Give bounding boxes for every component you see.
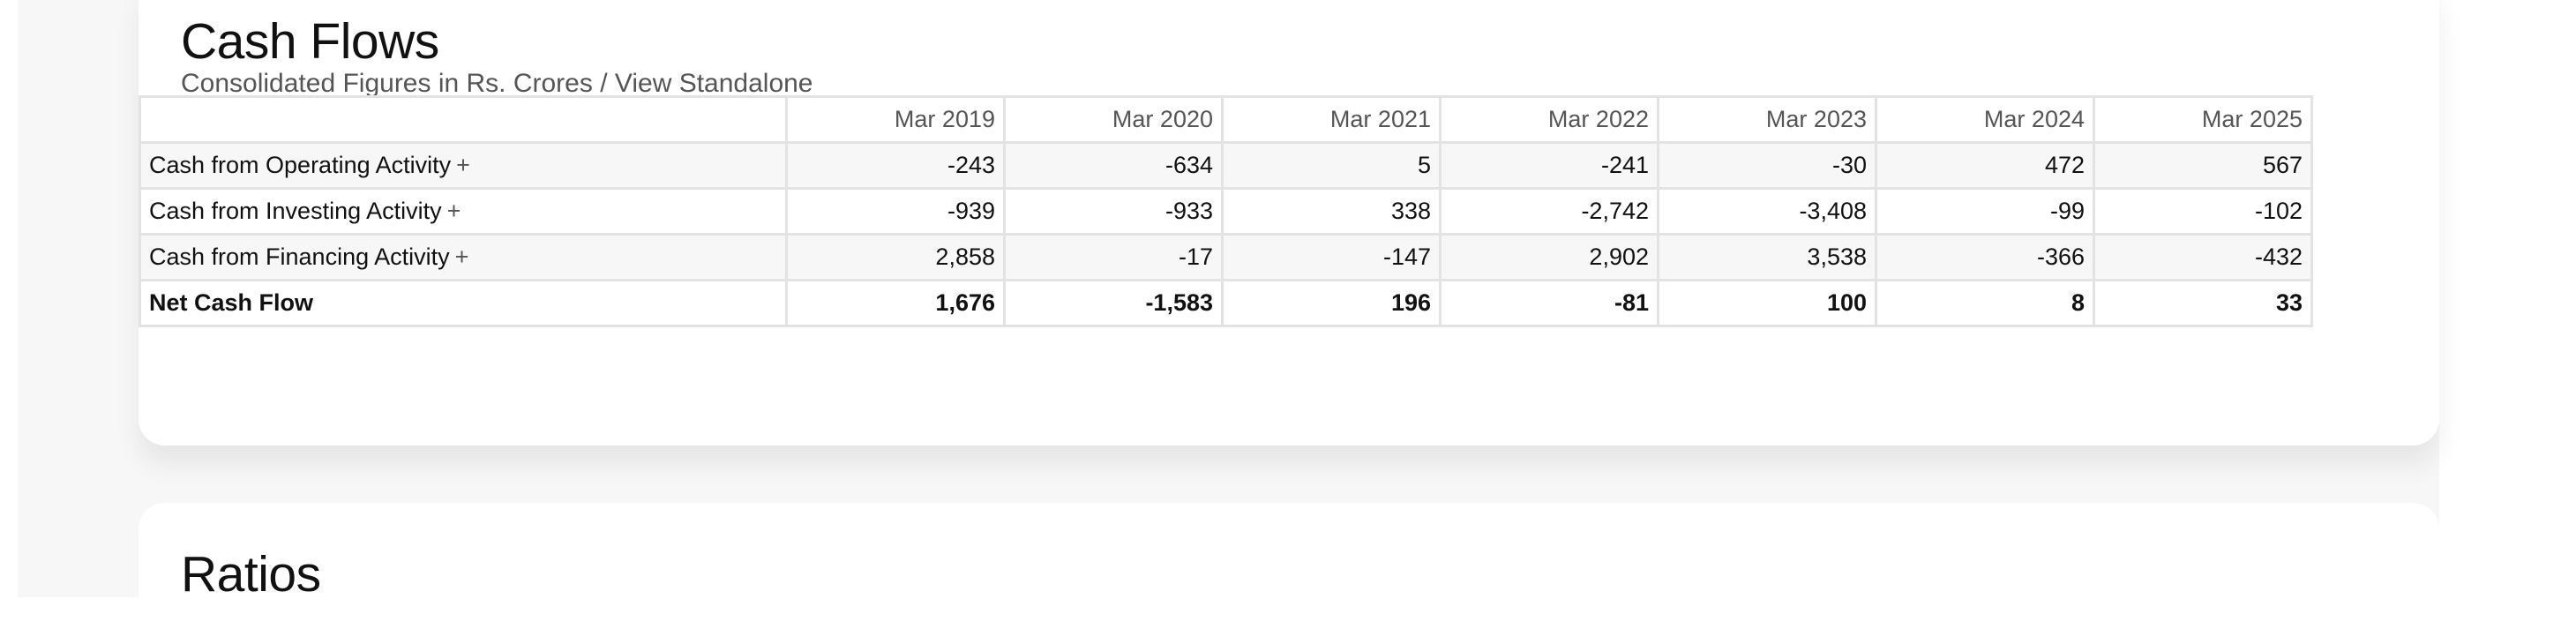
row-label: Cash from Operating Activity: [149, 152, 452, 178]
table-cell: -99: [1875, 187, 2095, 236]
row-label-investing[interactable]: Cash from Investing Activity +: [139, 187, 788, 236]
table-cell: -634: [1003, 141, 1224, 190]
column-header: Mar 2020: [1003, 95, 1224, 144]
table-row: Cash from Operating Activity + -243 -634 …: [139, 141, 2313, 190]
column-header: Mar 2023: [1657, 95, 1877, 144]
table-cell: -243: [785, 141, 1006, 190]
cash-flows-table: Mar 2019 Mar 2020 Mar 2021 Mar 2022 Mar …: [139, 95, 2313, 327]
row-label-net-cash-flow: Net Cash Flow: [139, 279, 788, 327]
table-cell: -366: [1875, 233, 2095, 281]
subtitle-text: Consolidated Figures in Rs. Crores /: [181, 69, 615, 98]
ratios-section: Ratios: [139, 503, 2439, 644]
table-cell: 100: [1657, 279, 1877, 327]
expand-button[interactable]: +: [454, 243, 469, 270]
table-cell: 33: [2093, 279, 2313, 327]
table-cell: -933: [1003, 187, 1224, 236]
table-cell: -939: [785, 187, 1006, 236]
column-header: Mar 2025: [2093, 95, 2313, 144]
expand-button[interactable]: +: [456, 152, 470, 178]
ratios-title: Ratios: [181, 546, 321, 603]
column-header: Mar 2024: [1875, 95, 2095, 144]
table-row-total: Net Cash Flow 1,676 -1,583 196 -81 100 8…: [139, 279, 2313, 327]
table-cell: -2,742: [1439, 187, 1659, 236]
cash-flows-subtitle: Consolidated Figures in Rs. Crores / Vie…: [181, 69, 813, 99]
table-cell: 5: [1221, 141, 1442, 190]
table-cell: -1,583: [1003, 279, 1224, 327]
table-header-row: Mar 2019 Mar 2020 Mar 2021 Mar 2022 Mar …: [139, 95, 2313, 144]
table-cell: -30: [1657, 141, 1877, 190]
table-cell: -432: [2093, 233, 2313, 281]
row-label: Cash from Financing Activity: [149, 243, 450, 270]
cash-flows-title: Cash Flows: [181, 13, 439, 70]
table-cell: 338: [1221, 187, 1442, 236]
table-cell: -241: [1439, 141, 1659, 190]
table-cell: 1,676: [785, 279, 1006, 327]
table-cell: 196: [1221, 279, 1442, 327]
row-label: Cash from Investing Activity: [149, 198, 442, 224]
table-cell: -3,408: [1657, 187, 1877, 236]
header-blank: [139, 95, 788, 144]
table-cell: -81: [1439, 279, 1659, 327]
table-row: Cash from Investing Activity + -939 -933 …: [139, 187, 2313, 236]
table-cell: 3,538: [1657, 233, 1877, 281]
row-label-operating[interactable]: Cash from Operating Activity +: [139, 141, 788, 190]
table-cell: 2,858: [785, 233, 1006, 281]
table-row: Cash from Financing Activity + 2,858 -17 …: [139, 233, 2313, 281]
cash-flows-section: Cash Flows Consolidated Figures in Rs. C…: [139, 0, 2439, 446]
table-cell: 2,902: [1439, 233, 1659, 281]
column-header: Mar 2021: [1221, 95, 1442, 144]
table-cell: -102: [2093, 187, 2313, 236]
column-header: Mar 2022: [1439, 95, 1659, 144]
row-label-financing[interactable]: Cash from Financing Activity +: [139, 233, 788, 281]
table-cell: 8: [1875, 279, 2095, 327]
expand-button[interactable]: +: [446, 198, 461, 224]
column-header: Mar 2019: [785, 95, 1006, 144]
table-cell: 567: [2093, 141, 2313, 190]
table-cell: -17: [1003, 233, 1224, 281]
view-standalone-link[interactable]: View Standalone: [614, 69, 813, 98]
table-cell: 472: [1875, 141, 2095, 190]
row-label: Net Cash Flow: [149, 289, 314, 316]
table-cell: -147: [1221, 233, 1442, 281]
